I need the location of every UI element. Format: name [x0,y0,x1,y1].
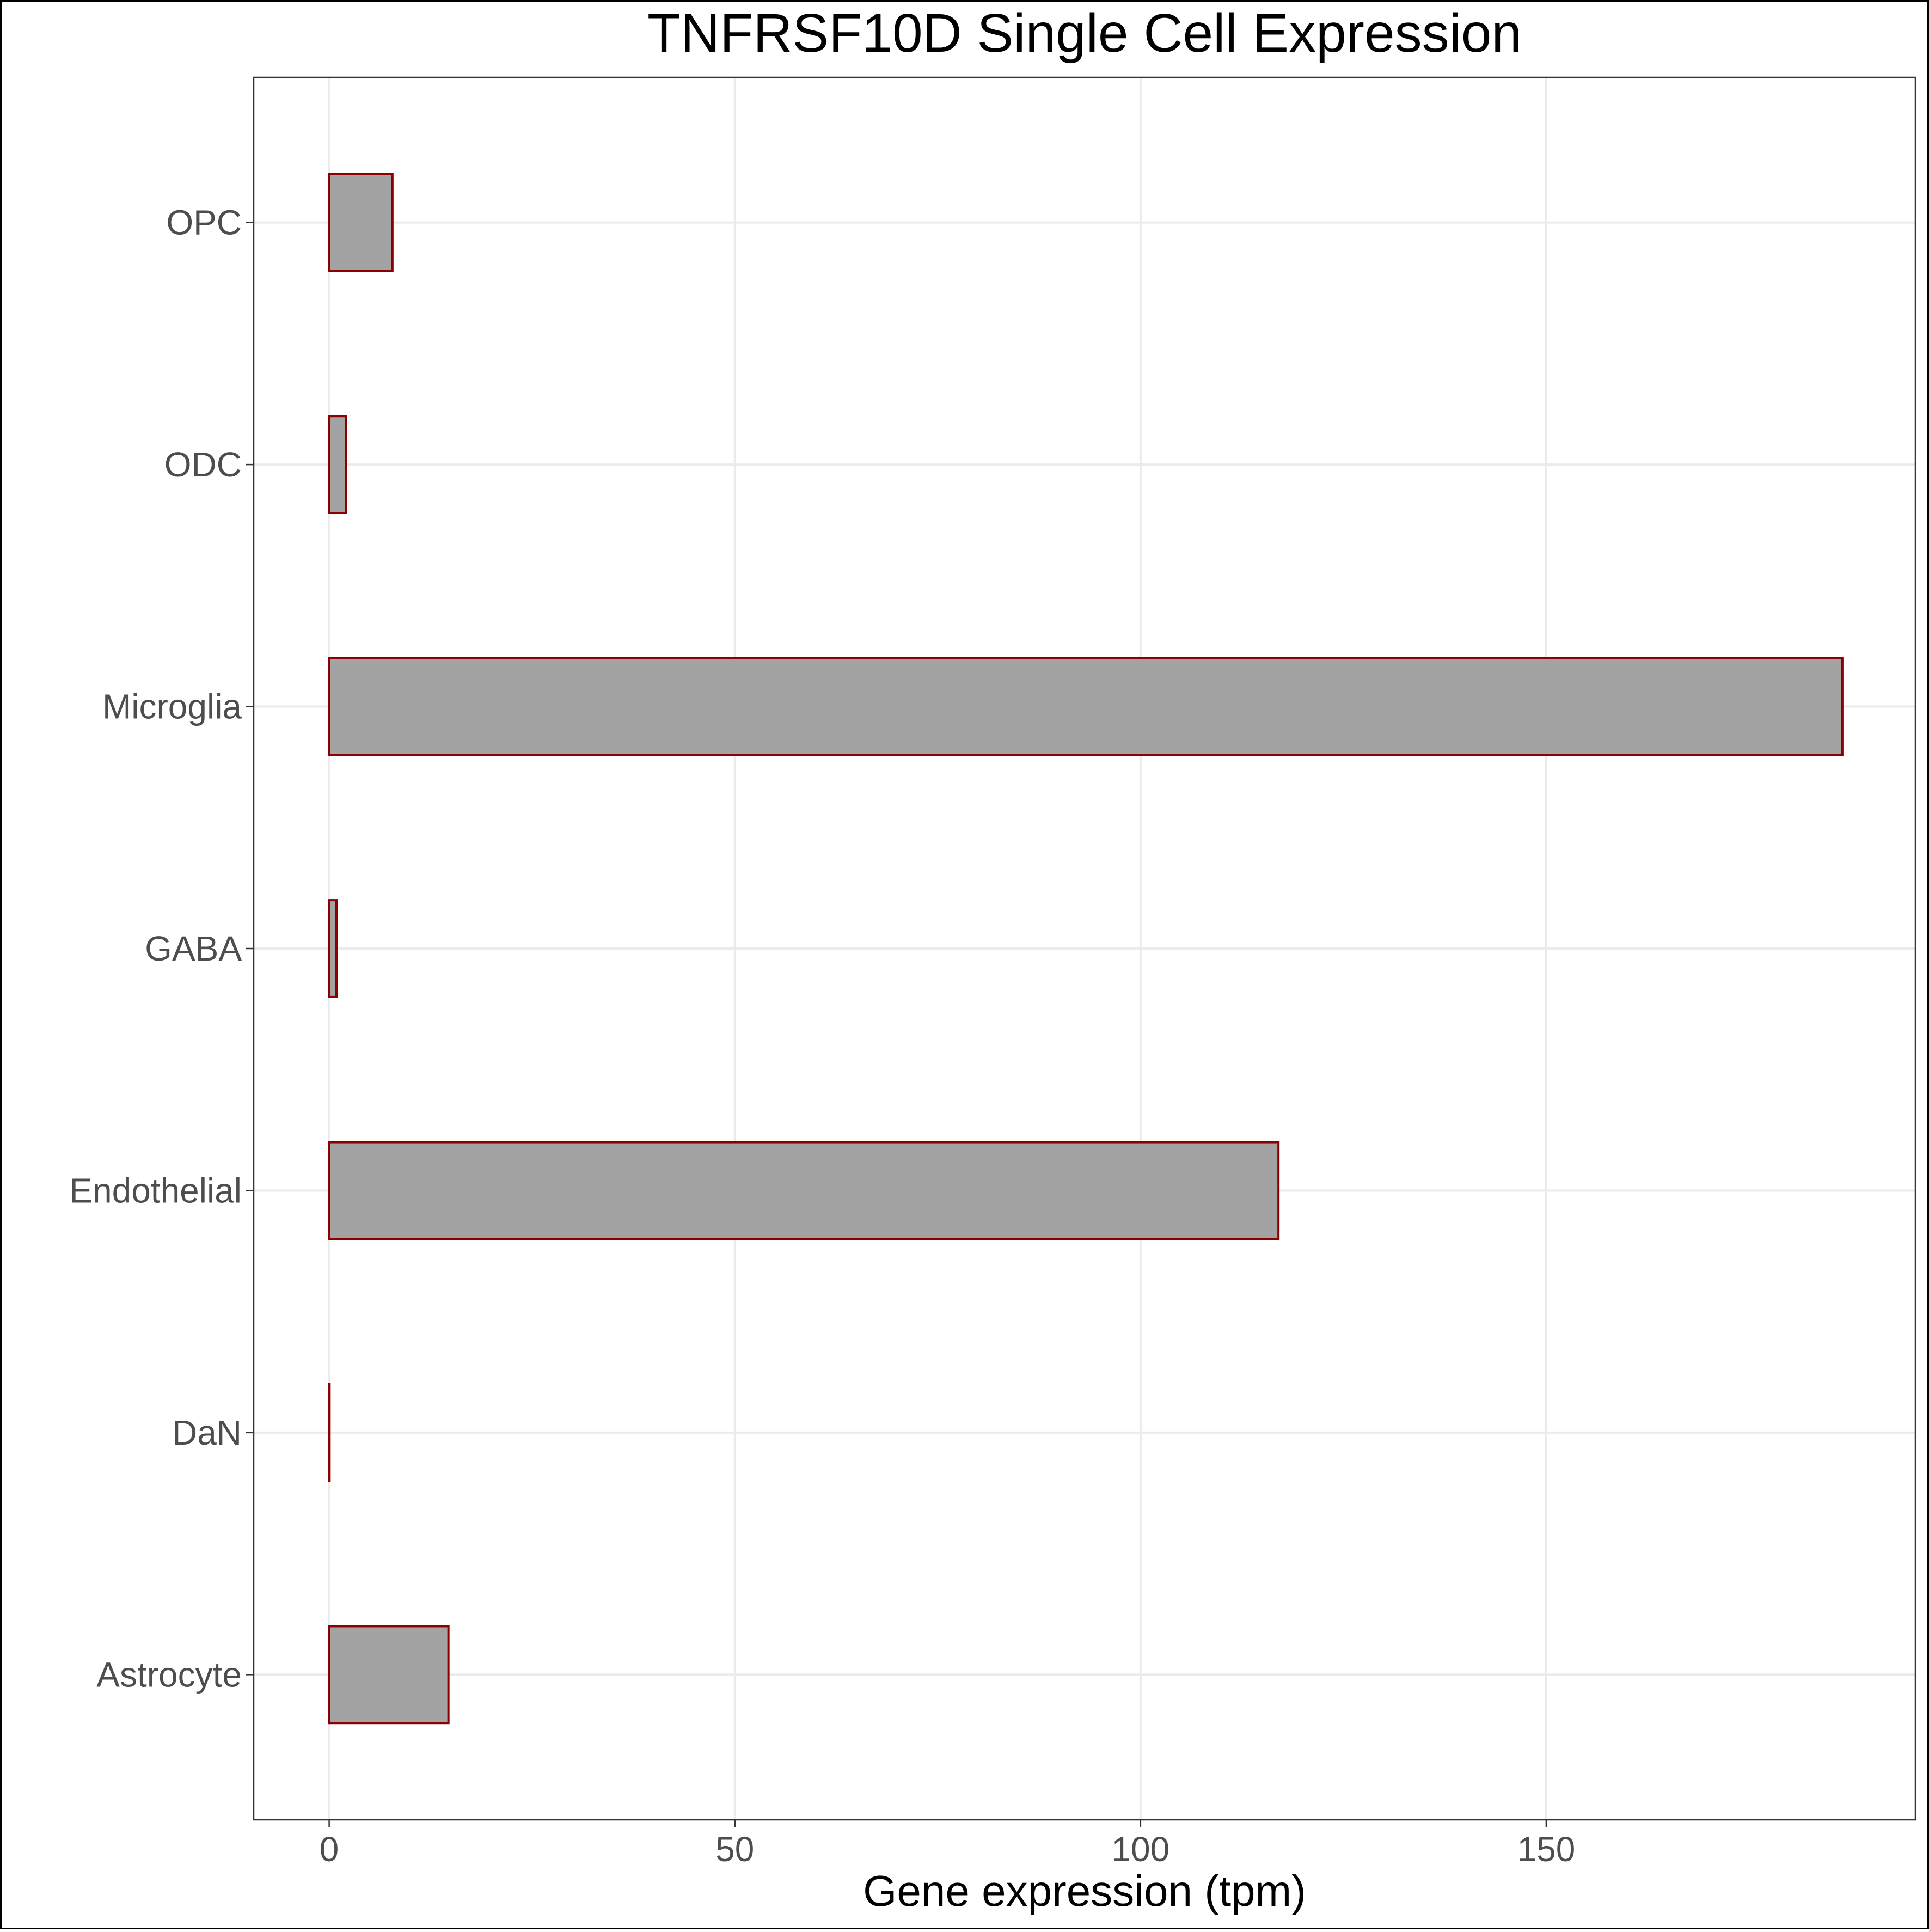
chart-title: TNFRSF10D Single Cell Expression [647,3,1522,64]
y-tick-label: Astrocyte [96,1655,242,1694]
y-tick-label: ODC [164,445,242,484]
x-axis: 0 50 100 150 [320,1820,1576,1869]
x-axis-title: Gene expression (tpm) [863,1867,1306,1915]
y-tick-label: Microglia [102,687,242,726]
bar-odc [328,415,347,514]
bar-gaba [328,899,338,998]
bar-opc [328,173,394,272]
y-tick-label: Endothelial [69,1171,242,1210]
bar-microglia [328,657,1844,756]
bars [328,173,1844,1725]
y-axis: Astrocyte DaN Endothelial GABA Microglia ODC O… [69,203,254,1694]
y-tick-label: OPC [166,203,242,242]
x-tick-label: 100 [1111,1830,1169,1869]
x-tick-label: 50 [715,1830,754,1869]
bar-astrocyte [328,1625,450,1725]
x-tick-label: 0 [320,1830,339,1869]
y-tick-label: GABA [145,929,242,968]
bar-endothelial [328,1141,1280,1240]
y-tick-label: DaN [172,1413,242,1452]
bar-dan [328,1383,331,1482]
x-tick-label: 150 [1517,1830,1576,1869]
